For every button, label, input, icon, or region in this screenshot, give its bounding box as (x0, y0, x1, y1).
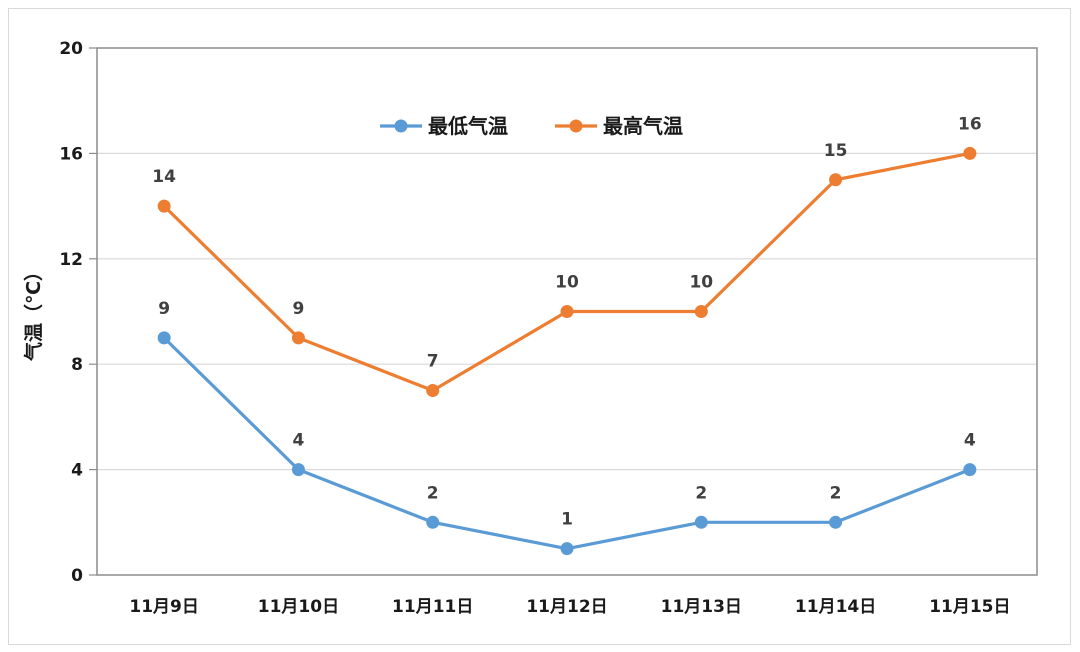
data-label: 15 (824, 141, 848, 161)
data-point-marker[interactable] (829, 173, 843, 187)
data-label: 14 (152, 167, 176, 187)
plot-area (96, 47, 1038, 576)
data-point-marker[interactable] (426, 384, 440, 398)
data-label: 2 (695, 483, 707, 503)
y-tick-label: 16 (59, 144, 83, 164)
x-tick-label: 11月14日 (795, 597, 876, 617)
x-tick-label: 11月12日 (526, 597, 607, 617)
data-point-marker[interactable] (963, 146, 977, 160)
data-label: 7 (427, 352, 439, 372)
data-point-marker[interactable] (560, 305, 574, 318)
series-min-temp: 9 4 2 1 2 2 4 (157, 299, 977, 556)
x-tick-label: 11月15日 (929, 597, 1010, 617)
data-point-marker[interactable] (157, 331, 171, 345)
y-tick-label: 0 (71, 566, 83, 586)
y-axis: 0 4 8 12 16 20 (59, 39, 97, 586)
legend-marker-icon (394, 119, 408, 133)
data-label: 9 (158, 299, 170, 319)
series-max-temp: 14 9 7 10 10 15 16 (152, 114, 982, 398)
data-label: 1 (561, 510, 573, 530)
data-label: 2 (830, 483, 842, 503)
data-label: 2 (427, 483, 439, 503)
x-tick-label: 11月9日 (129, 597, 199, 617)
legend: 最低气温 最高气温 (380, 114, 683, 138)
x-tick-label: 11月11日 (392, 597, 473, 617)
data-point-marker[interactable] (694, 305, 708, 318)
y-tick-label: 4 (71, 461, 83, 481)
x-tick-label: 11月10日 (258, 597, 339, 617)
legend-item-max-temp[interactable]: 最高气温 (555, 114, 683, 138)
data-label: 4 (293, 431, 305, 451)
legend-item-min-temp[interactable]: 最低气温 (380, 114, 508, 138)
data-point-marker[interactable] (426, 515, 440, 529)
x-axis: 11月9日 11月10日 11月11日 11月12日 11月13日 11月14日 11月15… (129, 597, 1010, 617)
data-point-marker[interactable] (291, 463, 305, 477)
data-point-marker[interactable] (829, 515, 843, 529)
data-point-marker[interactable] (291, 331, 305, 345)
data-point-marker[interactable] (560, 542, 574, 556)
y-tick-label: 12 (59, 250, 83, 270)
legend-label: 最低气温 (428, 114, 508, 138)
data-label: 9 (293, 299, 305, 319)
y-tick-label: 20 (59, 39, 83, 59)
y-tick-label: 8 (71, 355, 83, 375)
y-axis-title: 气温（℃） (22, 262, 45, 362)
legend-label: 最高气温 (603, 114, 683, 138)
series-group: 9 4 2 1 2 2 4 14 9 7 10 10 15 16 (152, 114, 982, 556)
data-point-marker[interactable] (694, 515, 708, 529)
data-label: 16 (958, 114, 982, 134)
x-tick-label: 11月13日 (661, 597, 742, 617)
gridlines (97, 152, 1037, 471)
legend-marker-icon (569, 119, 583, 133)
data-point-marker[interactable] (157, 199, 171, 213)
data-label: 4 (964, 431, 976, 451)
data-point-marker[interactable] (963, 463, 977, 477)
data-label: 10 (689, 273, 713, 293)
data-label: 10 (555, 273, 579, 293)
